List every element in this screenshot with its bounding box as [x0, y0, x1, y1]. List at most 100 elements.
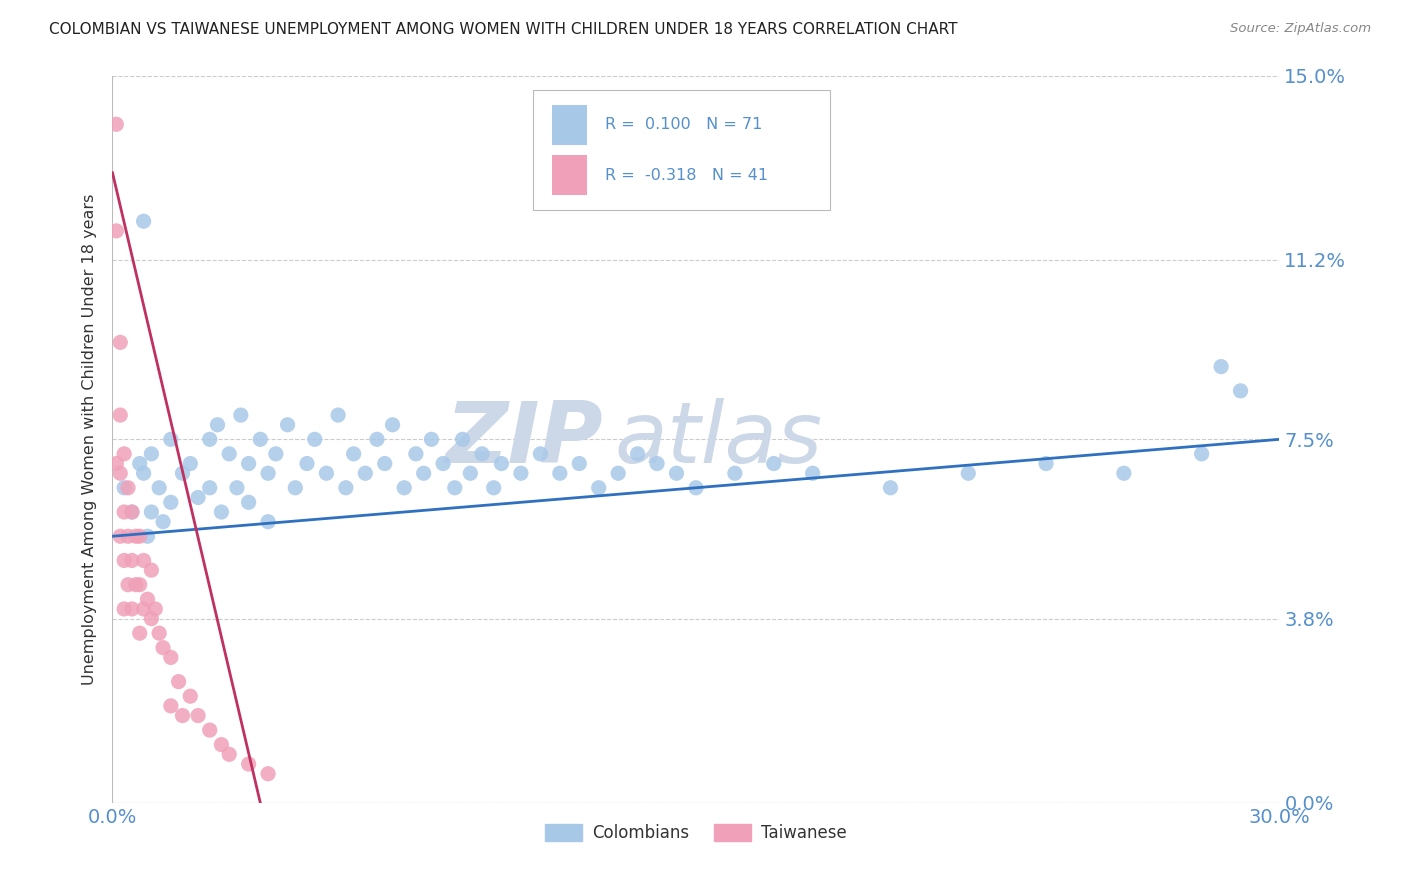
- Point: [207, 417, 229, 432]
- Point: [627, 447, 650, 461]
- Point: [482, 481, 505, 495]
- Point: [381, 417, 404, 432]
- FancyBboxPatch shape: [533, 90, 830, 211]
- Point: [957, 467, 980, 481]
- Point: [160, 495, 183, 509]
- Point: [167, 674, 190, 689]
- Point: [218, 447, 240, 461]
- Point: [132, 602, 155, 616]
- Point: [460, 467, 482, 481]
- Point: [762, 457, 785, 471]
- Point: [136, 529, 159, 543]
- Point: [117, 578, 139, 592]
- Point: [451, 432, 474, 446]
- Point: [121, 602, 143, 616]
- Y-axis label: Unemployment Among Women with Children Under 18 years: Unemployment Among Women with Children U…: [82, 194, 97, 685]
- Point: [160, 698, 183, 713]
- Point: [509, 467, 531, 481]
- Point: [685, 481, 707, 495]
- Point: [568, 457, 591, 471]
- Point: [304, 432, 326, 446]
- Point: [105, 457, 128, 471]
- Point: [148, 481, 170, 495]
- Point: [343, 447, 366, 461]
- Point: [112, 602, 135, 616]
- Text: R =  0.100   N = 71: R = 0.100 N = 71: [605, 117, 762, 132]
- Point: [1209, 359, 1232, 374]
- Point: [529, 447, 551, 461]
- Text: ZIP: ZIP: [444, 398, 603, 481]
- Point: [112, 505, 135, 519]
- Point: [187, 491, 209, 505]
- Point: [295, 457, 318, 471]
- Point: [112, 447, 135, 461]
- Point: [548, 467, 571, 481]
- Point: [209, 738, 232, 752]
- Point: [724, 467, 747, 481]
- Legend: Colombians, Taiwanese: Colombians, Taiwanese: [538, 817, 853, 849]
- Text: R =  -0.318   N = 41: R = -0.318 N = 41: [605, 168, 768, 183]
- Bar: [553, 104, 588, 145]
- Point: [276, 417, 298, 432]
- Point: [226, 481, 249, 495]
- Point: [117, 529, 139, 543]
- Point: [354, 467, 377, 481]
- Point: [326, 408, 349, 422]
- Point: [315, 467, 337, 481]
- Point: [105, 117, 128, 131]
- Point: [141, 505, 163, 519]
- Point: [110, 408, 132, 422]
- Point: [128, 457, 150, 471]
- Point: [128, 578, 150, 592]
- Point: [665, 467, 688, 481]
- Point: [198, 432, 221, 446]
- Point: [179, 457, 201, 471]
- Point: [132, 467, 155, 481]
- Point: [471, 447, 494, 461]
- Point: [879, 481, 901, 495]
- Point: [105, 224, 128, 238]
- Point: [257, 766, 280, 780]
- Point: [238, 757, 260, 772]
- Point: [148, 626, 170, 640]
- Point: [1191, 447, 1213, 461]
- Point: [125, 529, 148, 543]
- Point: [218, 747, 240, 762]
- Point: [117, 481, 139, 495]
- Point: [110, 529, 132, 543]
- Point: [238, 457, 260, 471]
- Point: [209, 505, 232, 519]
- Point: [645, 457, 668, 471]
- Point: [121, 505, 143, 519]
- Point: [374, 457, 396, 471]
- Point: [172, 708, 194, 723]
- Point: [112, 481, 135, 495]
- Point: [179, 689, 201, 703]
- Point: [141, 612, 163, 626]
- Point: [264, 447, 287, 461]
- Point: [121, 553, 143, 567]
- Point: [132, 553, 155, 567]
- Point: [128, 529, 150, 543]
- Point: [394, 481, 416, 495]
- Point: [588, 481, 610, 495]
- Point: [141, 563, 163, 577]
- Point: [187, 708, 209, 723]
- Bar: [553, 155, 588, 195]
- Point: [366, 432, 388, 446]
- Text: atlas: atlas: [614, 398, 823, 481]
- Point: [238, 495, 260, 509]
- Point: [112, 553, 135, 567]
- Point: [128, 626, 150, 640]
- Point: [284, 481, 307, 495]
- Point: [141, 447, 163, 461]
- Text: COLOMBIAN VS TAIWANESE UNEMPLOYMENT AMONG WOMEN WITH CHILDREN UNDER 18 YEARS COR: COLOMBIAN VS TAIWANESE UNEMPLOYMENT AMON…: [49, 22, 957, 37]
- Point: [412, 467, 434, 481]
- Point: [229, 408, 252, 422]
- Point: [125, 578, 148, 592]
- Point: [172, 467, 194, 481]
- Text: Source: ZipAtlas.com: Source: ZipAtlas.com: [1230, 22, 1371, 36]
- Point: [110, 467, 132, 481]
- Point: [249, 432, 271, 446]
- Point: [198, 481, 221, 495]
